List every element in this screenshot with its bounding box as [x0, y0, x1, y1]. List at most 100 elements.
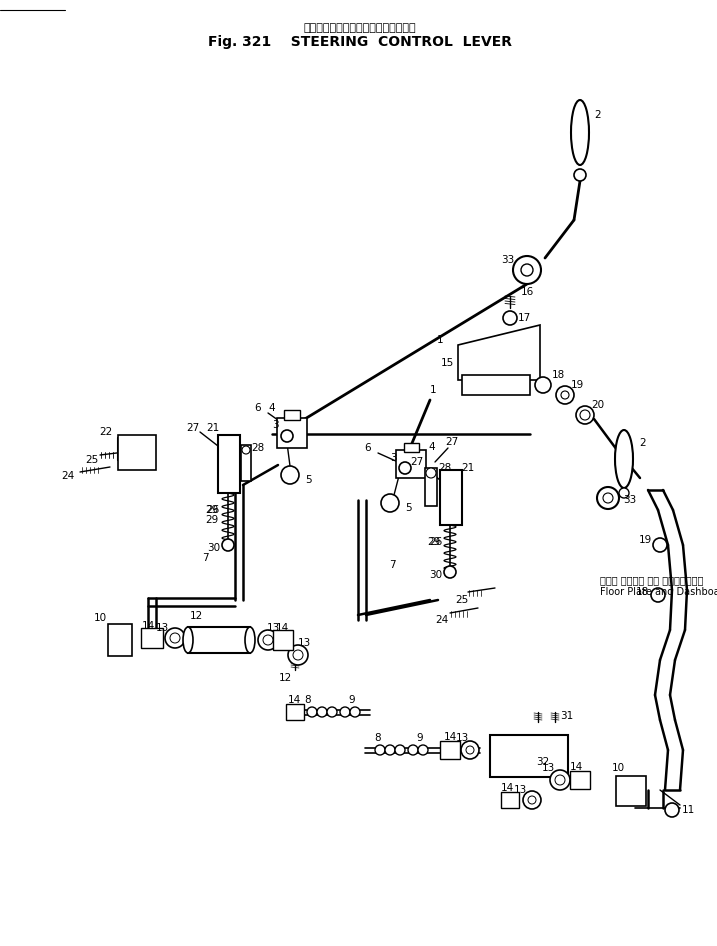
- Circle shape: [597, 487, 619, 509]
- Circle shape: [307, 707, 317, 717]
- Text: 24: 24: [435, 615, 449, 625]
- Circle shape: [395, 745, 405, 755]
- Bar: [141, 628, 163, 648]
- Text: 20: 20: [592, 400, 604, 410]
- Circle shape: [281, 430, 293, 442]
- Circle shape: [263, 635, 273, 645]
- Text: 30: 30: [207, 543, 221, 553]
- Ellipse shape: [245, 627, 255, 653]
- Text: 1: 1: [437, 335, 443, 345]
- Ellipse shape: [183, 627, 193, 653]
- Text: 26: 26: [206, 505, 219, 515]
- Text: 14: 14: [500, 783, 513, 793]
- Text: 25: 25: [85, 455, 99, 465]
- Text: 5: 5: [305, 475, 311, 485]
- Bar: [108, 624, 132, 656]
- Text: 26: 26: [429, 537, 442, 547]
- Bar: [396, 450, 426, 478]
- Text: 14: 14: [288, 695, 300, 705]
- Text: 27: 27: [186, 423, 199, 433]
- Circle shape: [444, 566, 456, 578]
- Text: 7: 7: [389, 560, 395, 570]
- Bar: [286, 704, 304, 720]
- Text: 10: 10: [93, 613, 107, 623]
- Text: 2: 2: [640, 438, 646, 448]
- Text: 16: 16: [521, 287, 533, 297]
- Bar: [501, 792, 519, 808]
- Circle shape: [523, 791, 541, 809]
- Text: 3: 3: [272, 420, 278, 430]
- Text: 30: 30: [429, 570, 442, 580]
- Text: 29: 29: [205, 505, 219, 515]
- Text: 24: 24: [62, 471, 75, 481]
- Text: 13: 13: [541, 763, 555, 773]
- Circle shape: [258, 630, 278, 650]
- Text: 18: 18: [551, 370, 564, 380]
- Text: 14: 14: [275, 623, 289, 633]
- Bar: [616, 776, 646, 806]
- Text: ステアリング　コントロール　レバー: ステアリング コントロール レバー: [304, 23, 417, 33]
- Circle shape: [550, 770, 570, 790]
- Text: 13: 13: [298, 638, 310, 648]
- Text: 21: 21: [461, 463, 475, 473]
- Circle shape: [170, 633, 180, 643]
- Circle shape: [561, 391, 569, 399]
- Circle shape: [619, 488, 629, 498]
- Circle shape: [466, 746, 474, 754]
- Circle shape: [281, 466, 299, 484]
- Circle shape: [665, 803, 679, 817]
- Circle shape: [375, 745, 385, 755]
- Circle shape: [222, 539, 234, 551]
- Circle shape: [555, 775, 565, 785]
- Circle shape: [651, 588, 665, 602]
- Bar: [440, 741, 460, 759]
- Bar: [490, 735, 568, 777]
- Text: 6: 6: [365, 443, 371, 453]
- Circle shape: [242, 446, 250, 454]
- Text: 13: 13: [267, 623, 280, 633]
- Circle shape: [521, 264, 533, 276]
- Text: 1: 1: [429, 385, 437, 395]
- Text: 8: 8: [375, 733, 381, 743]
- Text: 27: 27: [410, 457, 424, 467]
- Text: 14: 14: [141, 621, 155, 631]
- Circle shape: [535, 377, 551, 393]
- Text: 18: 18: [635, 587, 649, 597]
- Circle shape: [288, 645, 308, 665]
- Circle shape: [576, 406, 594, 424]
- Circle shape: [165, 628, 185, 648]
- Circle shape: [399, 462, 411, 474]
- Circle shape: [327, 707, 337, 717]
- Bar: [284, 410, 300, 420]
- Text: 22: 22: [100, 427, 113, 437]
- Text: 33: 33: [501, 255, 515, 265]
- Text: 10: 10: [612, 763, 625, 773]
- Bar: [404, 443, 419, 452]
- Text: 6: 6: [255, 403, 261, 413]
- Text: 12: 12: [189, 611, 203, 621]
- Bar: [241, 445, 251, 481]
- Text: 9: 9: [417, 733, 423, 743]
- Circle shape: [350, 707, 360, 717]
- Circle shape: [317, 707, 327, 717]
- Circle shape: [385, 745, 395, 755]
- Circle shape: [653, 538, 667, 552]
- Circle shape: [556, 386, 574, 404]
- Text: 2: 2: [594, 110, 602, 120]
- Text: 9: 9: [348, 695, 356, 705]
- Circle shape: [426, 468, 436, 478]
- Circle shape: [513, 256, 541, 284]
- Bar: [277, 418, 307, 448]
- Text: 13: 13: [513, 785, 526, 795]
- Text: 14: 14: [569, 762, 583, 772]
- Text: 5: 5: [404, 503, 412, 513]
- Text: 12: 12: [278, 673, 292, 683]
- Circle shape: [580, 410, 590, 420]
- Text: 8: 8: [305, 695, 311, 705]
- Text: Floor Plate and Dashboard: Floor Plate and Dashboard: [600, 587, 717, 597]
- Bar: [440, 470, 462, 525]
- Text: 19: 19: [571, 380, 584, 390]
- Text: 17: 17: [518, 313, 531, 323]
- Circle shape: [408, 745, 418, 755]
- Circle shape: [574, 169, 586, 181]
